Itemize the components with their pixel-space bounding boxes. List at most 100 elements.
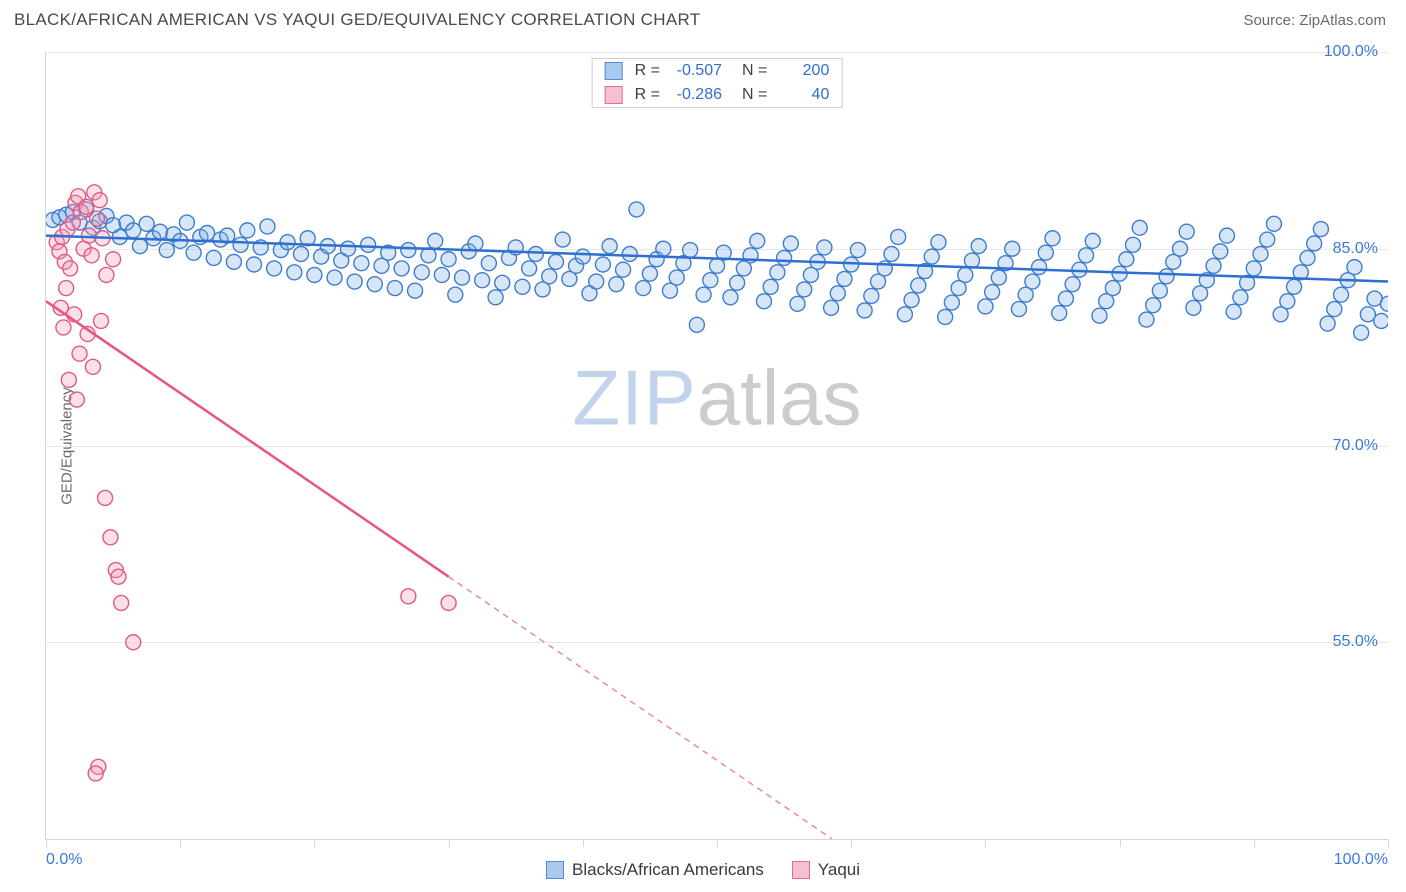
- data-point: [575, 249, 590, 264]
- data-point: [1313, 222, 1328, 237]
- data-point: [891, 229, 906, 244]
- data-point: [978, 299, 993, 314]
- data-point: [327, 270, 342, 285]
- data-point: [1206, 258, 1221, 273]
- x-axis-end-label: 100.0%: [1334, 851, 1388, 869]
- data-point: [139, 216, 154, 231]
- data-point: [589, 274, 604, 289]
- data-point: [387, 281, 402, 296]
- data-point: [1253, 246, 1268, 261]
- data-point: [1025, 274, 1040, 289]
- data-point: [233, 237, 248, 252]
- chart-title: BLACK/AFRICAN AMERICAN VS YAQUI GED/EQUI…: [14, 10, 700, 30]
- data-point: [226, 254, 241, 269]
- data-point: [1327, 302, 1342, 317]
- chart-plot-area: ZIPatlas R =-0.507N =200R =-0.286N =40 0…: [45, 52, 1388, 840]
- data-point: [542, 269, 557, 284]
- data-point: [931, 235, 946, 250]
- data-point: [293, 246, 308, 261]
- data-point: [1179, 224, 1194, 239]
- data-point: [347, 274, 362, 289]
- data-point: [1152, 283, 1167, 298]
- data-point: [1374, 313, 1388, 328]
- data-point: [111, 569, 126, 584]
- data-point: [817, 240, 832, 255]
- data-point: [1092, 308, 1107, 323]
- data-point: [72, 346, 87, 361]
- data-point: [441, 595, 456, 610]
- r-label: R =: [635, 62, 660, 80]
- data-point: [958, 267, 973, 282]
- data-point: [696, 287, 711, 302]
- data-point: [367, 277, 382, 292]
- data-point: [669, 270, 684, 285]
- data-point: [938, 309, 953, 324]
- data-point: [307, 267, 322, 282]
- data-point: [864, 288, 879, 303]
- data-point: [1032, 260, 1047, 275]
- data-point: [837, 271, 852, 286]
- data-point: [622, 246, 637, 261]
- data-point: [106, 252, 121, 267]
- data-point: [1360, 307, 1375, 322]
- data-point: [609, 277, 624, 292]
- data-point: [394, 261, 409, 276]
- legend-swatch: [792, 861, 810, 879]
- data-point: [964, 253, 979, 268]
- data-point: [1005, 241, 1020, 256]
- data-point: [434, 267, 449, 282]
- data-point: [1334, 287, 1349, 302]
- data-point: [656, 241, 671, 256]
- data-point: [850, 243, 865, 258]
- data-point: [240, 223, 255, 238]
- data-point: [636, 281, 651, 296]
- n-value: 200: [773, 62, 829, 80]
- data-point: [99, 267, 114, 282]
- data-point: [481, 256, 496, 271]
- r-value: -0.286: [666, 86, 722, 104]
- legend-swatch: [546, 861, 564, 879]
- data-point: [414, 265, 429, 280]
- data-point: [88, 766, 103, 781]
- data-point: [777, 250, 792, 265]
- data-point: [92, 193, 107, 208]
- data-point: [475, 273, 490, 288]
- data-point: [94, 313, 109, 328]
- scatter-svg: [46, 52, 1388, 839]
- data-point: [991, 270, 1006, 285]
- data-point: [63, 261, 78, 276]
- legend-item: Blacks/African Americans: [546, 860, 764, 880]
- data-point: [200, 226, 215, 241]
- data-point: [1085, 233, 1100, 248]
- data-point: [971, 239, 986, 254]
- data-point: [186, 245, 201, 260]
- data-point: [595, 257, 610, 272]
- data-point: [1307, 236, 1322, 251]
- n-label: N =: [742, 62, 767, 80]
- chart-source: Source: ZipAtlas.com: [1243, 12, 1386, 29]
- legend-swatch: [605, 86, 623, 104]
- data-point: [1287, 279, 1302, 294]
- data-point: [401, 243, 416, 258]
- data-point: [89, 211, 104, 226]
- data-point: [824, 300, 839, 315]
- data-point: [1119, 252, 1134, 267]
- data-point: [1354, 325, 1369, 340]
- data-point: [830, 286, 845, 301]
- legend-stat-row: R =-0.286N =40: [593, 83, 842, 107]
- data-point: [61, 372, 76, 387]
- data-point: [84, 248, 99, 263]
- data-point: [1105, 281, 1120, 296]
- data-point: [132, 239, 147, 254]
- data-point: [1011, 302, 1026, 317]
- data-point: [408, 283, 423, 298]
- data-point: [797, 282, 812, 297]
- data-point: [1300, 250, 1315, 265]
- data-point: [629, 202, 644, 217]
- data-point: [763, 279, 778, 294]
- data-point: [884, 246, 899, 261]
- data-point: [897, 307, 912, 322]
- legend-item: Yaqui: [792, 860, 860, 880]
- data-point: [495, 275, 510, 290]
- data-point: [126, 635, 141, 650]
